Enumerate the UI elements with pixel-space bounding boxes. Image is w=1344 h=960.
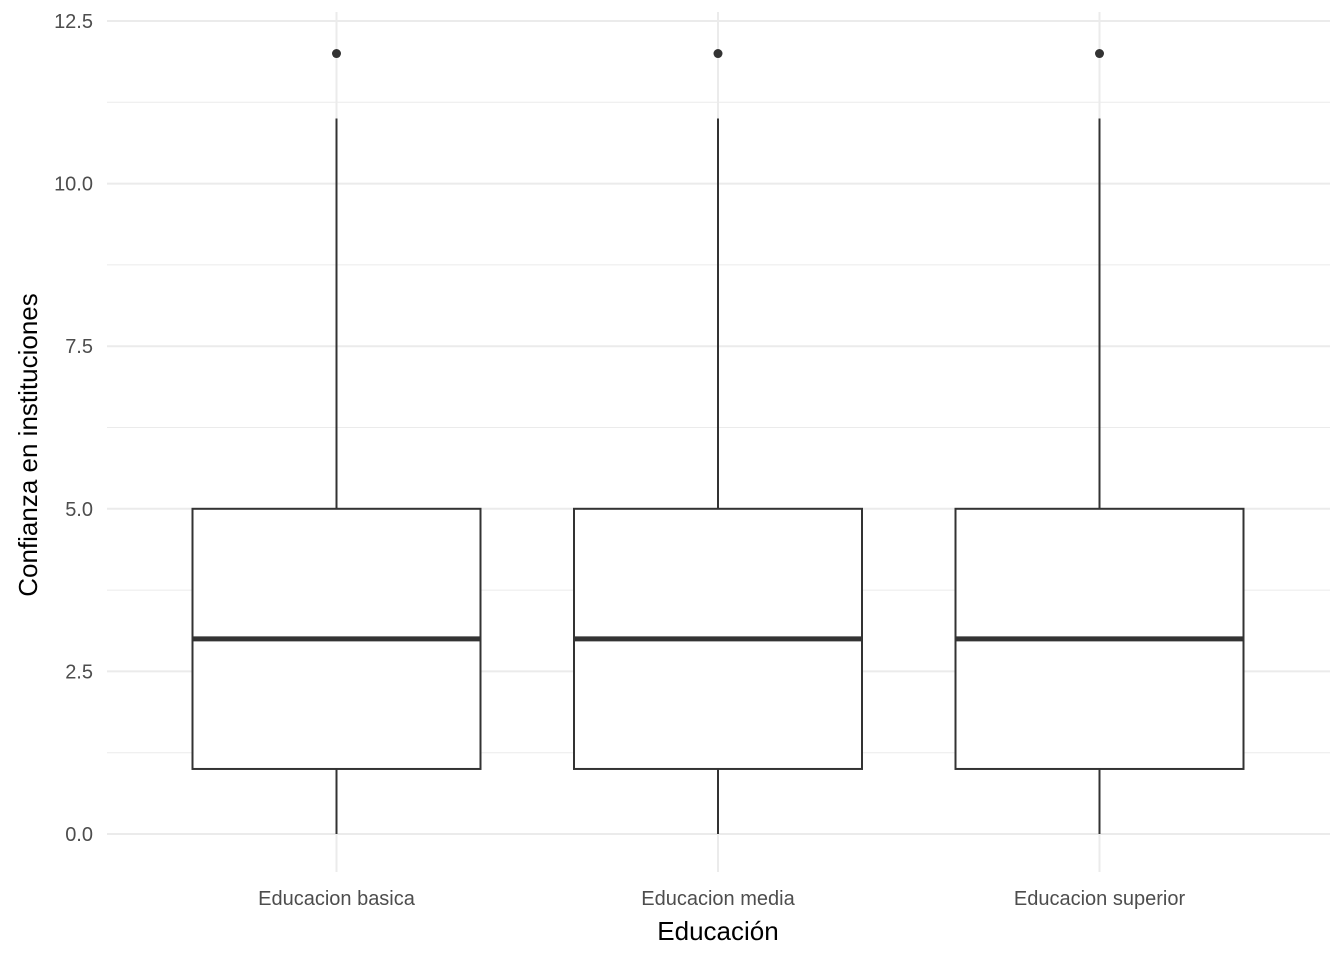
x-tick-label: Educacion basica (258, 888, 416, 910)
box-3 (954, 49, 1245, 834)
outlier-point (332, 49, 341, 59)
x-axis-ticks: Educacion basica Educacion media Educacion… (258, 888, 1185, 910)
x-tick-label: Educacion media (641, 888, 795, 910)
x-axis-title: Educación (657, 916, 778, 946)
y-tick-label: 10.0 (54, 174, 93, 196)
y-axis-ticks: 0.0 2.5 5.0 7.5 10.0 12.5 (54, 11, 93, 846)
box-2 (573, 49, 863, 834)
y-tick-label: 7.5 (65, 336, 93, 358)
y-tick-label: 12.5 (54, 11, 93, 33)
outlier-point (713, 49, 723, 59)
y-tick-label: 2.5 (65, 661, 93, 683)
y-tick-label: 5.0 (65, 499, 93, 521)
box-1 (191, 49, 482, 834)
y-tick-label: 0.0 (65, 824, 93, 846)
outlier-point (1095, 49, 1104, 59)
boxes (191, 49, 1245, 834)
y-axis-title: Confianza en instituciones (13, 293, 43, 597)
x-tick-label: Educacion superior (1014, 888, 1186, 910)
